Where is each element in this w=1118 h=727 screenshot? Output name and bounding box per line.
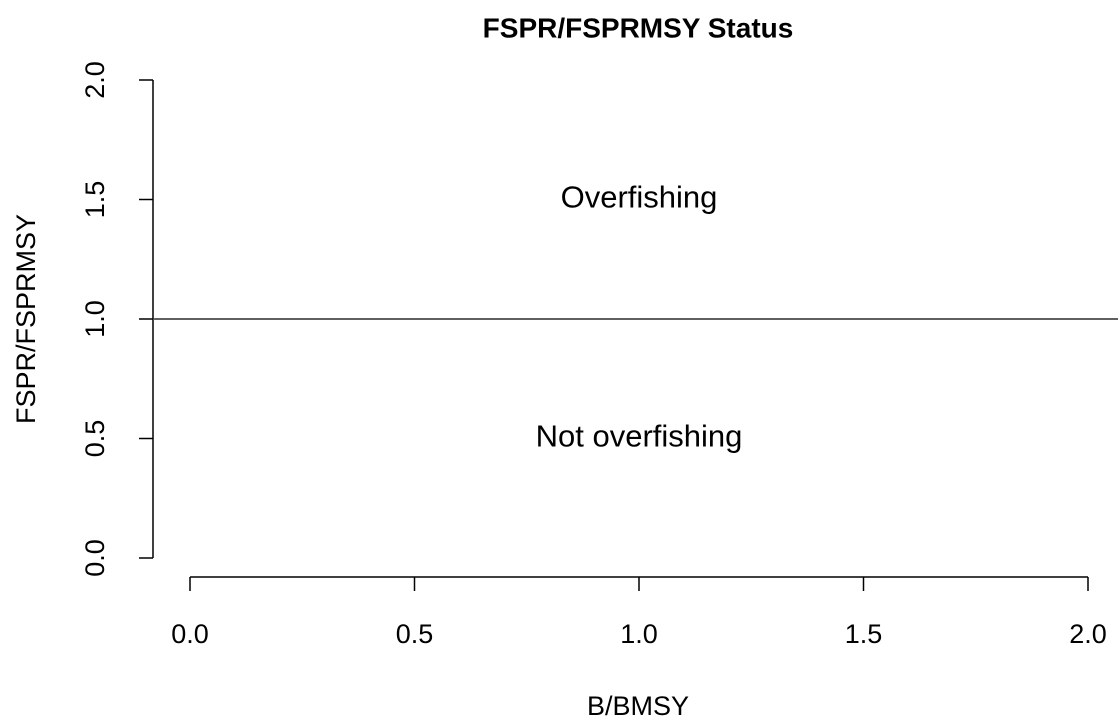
x-axis-label: B/BMSY bbox=[587, 691, 689, 721]
y-tick-label: 2.0 bbox=[80, 61, 110, 99]
annotation: Overfishing bbox=[561, 180, 718, 215]
annotation: Not overfishing bbox=[536, 419, 743, 454]
y-tick-label: 0.0 bbox=[80, 539, 110, 577]
x-tick-label: 0.0 bbox=[171, 619, 209, 649]
y-tick-label: 1.5 bbox=[80, 181, 110, 219]
x-tick-label: 0.5 bbox=[396, 619, 434, 649]
y-tick-label: 0.5 bbox=[80, 420, 110, 458]
chart-title: FSPR/FSPRMSY Status bbox=[483, 12, 794, 43]
x-tick-label: 1.5 bbox=[845, 619, 883, 649]
x-tick-label: 1.0 bbox=[620, 619, 658, 649]
y-axis-label: FSPR/FSPRMSY bbox=[11, 214, 41, 424]
y-tick-label: 1.0 bbox=[80, 300, 110, 338]
x-tick-label: 2.0 bbox=[1069, 619, 1107, 649]
